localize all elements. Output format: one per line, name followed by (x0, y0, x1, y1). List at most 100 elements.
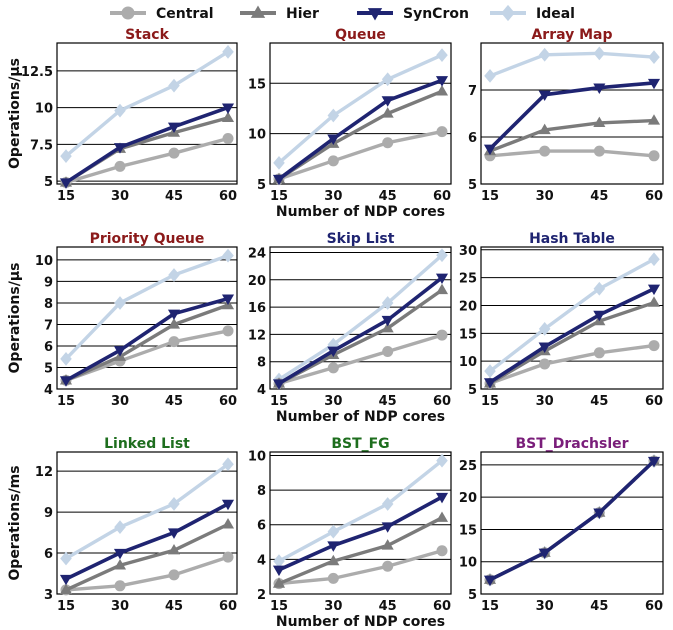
y-axis-label: Operations/ms (7, 465, 23, 580)
data-point-ideal (381, 497, 394, 511)
x-tick-label: 30 (536, 599, 554, 614)
series-central (273, 329, 448, 390)
data-point-central (539, 358, 551, 370)
y-axis-label: Operations/µs (7, 58, 23, 169)
series-ideal (60, 457, 234, 566)
data-point-syncron (221, 294, 235, 305)
y-tick-label: 5 (468, 588, 477, 603)
legend: Central Hier SynCron Ideal (110, 4, 575, 22)
data-point-syncron (167, 122, 181, 134)
series-line-ideal (278, 253, 444, 381)
panel-linked-list: 3 6 9 12 15 30 45 60 Linked List Operations/ms (7, 436, 238, 614)
data-point-ideal (327, 108, 340, 123)
data-point-central (382, 560, 394, 572)
data-point-central (436, 126, 448, 138)
x-tick-label: 45 (379, 599, 397, 614)
x-axis-label: Number of NDP cores (276, 614, 445, 630)
x-tick-label: 60 (433, 599, 451, 614)
data-point-hier (59, 583, 73, 595)
data-point-syncron (435, 76, 449, 87)
y-tick-label: 5 (257, 178, 266, 193)
series-hier (483, 454, 661, 584)
x-tick-label: 60 (219, 189, 237, 204)
y-tick-label: 10 (35, 102, 53, 117)
x-tick-label: 60 (645, 599, 663, 614)
series-line-ideal (489, 51, 655, 78)
x-tick-label: 45 (379, 189, 397, 204)
series-line-central (65, 136, 229, 185)
x-tick-label: 45 (590, 599, 608, 614)
x-tick-label: 15 (57, 599, 75, 614)
data-point-syncron (647, 284, 661, 296)
x-tick-label: 15 (270, 189, 288, 204)
series-central (484, 455, 660, 586)
y-tick-label: 5 (468, 178, 477, 193)
legend-item-syncron: SynCron (357, 6, 469, 22)
series-syncron (59, 294, 235, 387)
y-tick-label: 20 (248, 274, 266, 289)
data-point-hier (435, 283, 449, 295)
legend-item-ideal: Ideal (490, 4, 575, 22)
data-point-ideal (484, 364, 496, 379)
data-point-hier (381, 321, 394, 333)
series-line-syncron (278, 276, 444, 386)
series-ideal (484, 46, 660, 83)
series-syncron (59, 499, 235, 586)
series-line-central (278, 129, 443, 181)
data-point-syncron (272, 174, 286, 186)
data-point-syncron (221, 499, 235, 511)
series-ideal (273, 248, 448, 387)
legend-marker (250, 5, 266, 18)
data-point-syncron (381, 96, 394, 107)
data-point-syncron (381, 315, 394, 327)
y-tick-label: 20 (459, 299, 477, 314)
series-line-central (65, 329, 229, 382)
y-tick-label: 20 (459, 491, 477, 506)
data-point-central (168, 336, 180, 348)
data-point-central (168, 569, 180, 581)
x-tick-label: 15 (270, 599, 288, 614)
x-axis-label: Number of NDP cores (276, 204, 445, 220)
series-line-hier (489, 301, 655, 385)
panel-queue: 5 10 15 15 30 45 60 Queue Number of NDP cores (248, 27, 452, 220)
data-point-syncron (647, 78, 661, 90)
data-point-hier (221, 111, 235, 123)
data-point-syncron (483, 575, 497, 587)
x-tick-label: 45 (165, 599, 183, 614)
series-line-central (65, 555, 229, 592)
data-point-ideal (114, 296, 126, 310)
y-tick-label: 15 (459, 523, 477, 538)
plot-frame (269, 451, 452, 595)
x-tick-label: 15 (481, 394, 499, 409)
data-point-syncron (538, 548, 551, 560)
data-point-hier (167, 543, 181, 555)
data-point-syncron (327, 541, 340, 552)
panel-title: Array Map (531, 27, 612, 43)
y-tick-label: 4 (44, 383, 53, 398)
y-tick-label: 24 (248, 246, 266, 261)
x-tick-label: 60 (645, 394, 663, 409)
y-tick-label: 8 (44, 297, 53, 312)
series-line-syncron (65, 502, 229, 581)
series-syncron (59, 103, 235, 189)
y-tick-label: 16 (248, 301, 266, 316)
x-tick-label: 30 (536, 189, 554, 204)
data-point-syncron (593, 508, 606, 519)
data-point-central (436, 329, 448, 341)
panel-title: Stack (125, 27, 170, 43)
series-central (484, 340, 660, 389)
series-line-central (489, 343, 655, 386)
plot-frame (480, 42, 664, 185)
series-line-ideal (64, 254, 229, 361)
x-tick-label: 60 (645, 189, 663, 204)
data-point-syncron (59, 178, 73, 189)
y-tick-label: 6 (44, 547, 53, 562)
series-line-hier (65, 303, 229, 382)
data-point-ideal (168, 78, 180, 93)
y-tick-label: 10 (459, 355, 477, 370)
series-line-central (278, 549, 443, 586)
y-tick-label: 5 (468, 383, 477, 398)
data-point-syncron (167, 528, 181, 539)
